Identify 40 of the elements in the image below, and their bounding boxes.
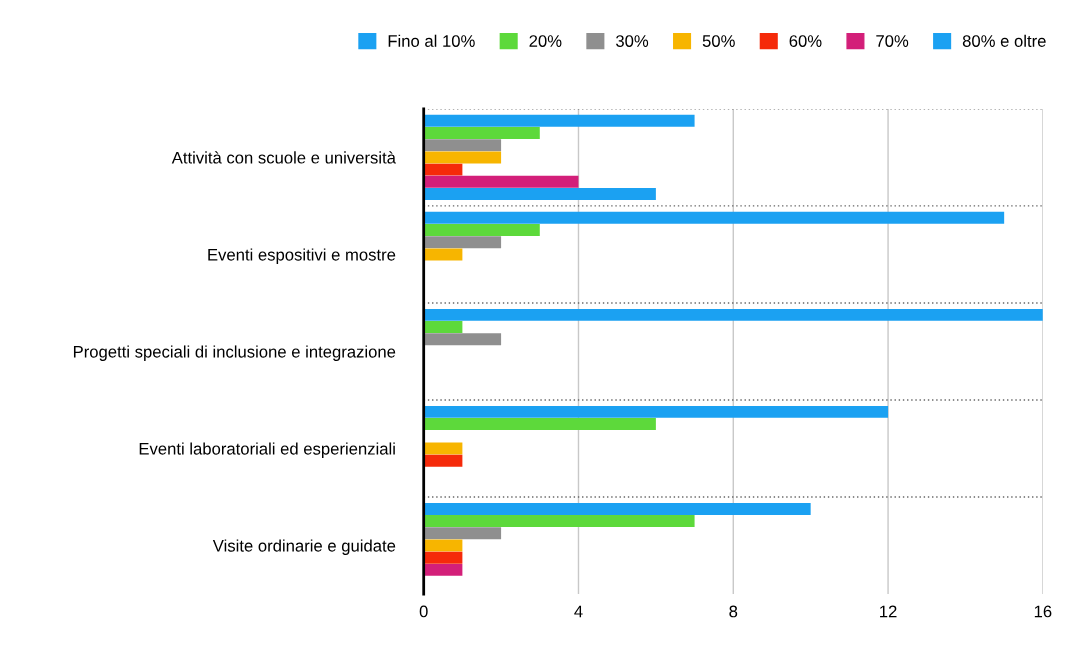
y-tick-label: Eventi laboratoriali ed esperienziali — [139, 442, 395, 458]
bar — [423, 442, 463, 455]
bar — [423, 502, 811, 515]
legend-label: Fino al 10% — [388, 34, 475, 47]
bar — [423, 308, 1043, 321]
y-tick-label: Eventi espositivi e mostre — [208, 248, 396, 264]
bar — [423, 151, 502, 164]
legend-label: 70% — [876, 35, 909, 47]
bar — [423, 211, 1005, 224]
bar — [423, 224, 540, 237]
y-tick-label: Progetti speciali di inclusione e integrazione — [73, 345, 396, 361]
x-tick-label: 8 — [729, 605, 738, 618]
bar — [423, 405, 889, 418]
bar — [423, 163, 463, 176]
x-tick-label: 16 — [1034, 605, 1052, 618]
bar — [423, 551, 463, 564]
x-tick-label: 12 — [880, 605, 897, 618]
bar — [423, 454, 463, 467]
y-tick-label: Attività con scuole e università — [171, 151, 396, 164]
bar — [423, 333, 502, 346]
legend-label: 50% — [702, 35, 735, 47]
y-tick-label: Visite ordinarie e guidate — [212, 539, 396, 555]
bar — [423, 515, 695, 528]
x-tick-label: 0 — [419, 605, 428, 618]
bar — [423, 127, 540, 139]
bar — [423, 175, 579, 188]
bar — [423, 527, 502, 540]
bar — [423, 563, 463, 576]
bar — [423, 139, 502, 152]
bar — [423, 236, 502, 249]
bar — [423, 321, 463, 334]
legend-label: 20% — [529, 35, 562, 47]
legend-label: 60% — [789, 35, 822, 47]
bar — [423, 188, 656, 200]
legend-label: 30% — [616, 35, 649, 47]
bar — [423, 248, 463, 261]
bar — [423, 418, 656, 431]
legend-label: 80% e oltre — [962, 34, 1046, 47]
bar — [423, 114, 695, 127]
x-tick-label: 4 — [574, 605, 583, 618]
